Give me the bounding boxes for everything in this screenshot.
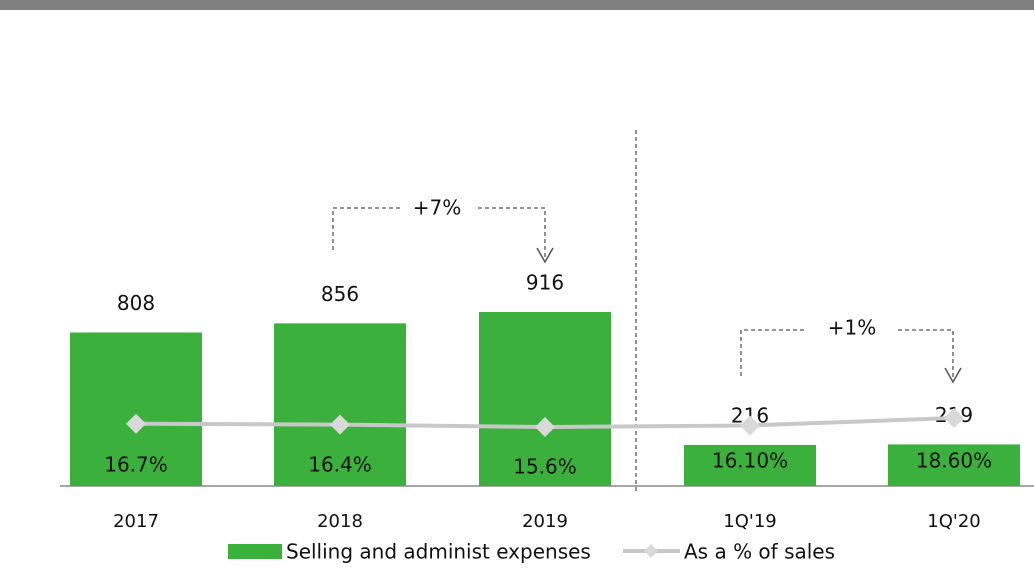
bar xyxy=(684,444,816,486)
annotation: +7% xyxy=(413,196,462,220)
bar xyxy=(274,323,406,486)
bar-value-label: 808 xyxy=(117,291,155,315)
bar xyxy=(479,311,611,486)
x-tick-label: 2017 xyxy=(113,511,159,532)
marker xyxy=(330,414,350,435)
header-bar xyxy=(0,0,1034,10)
bar-value-label: 916 xyxy=(526,270,564,294)
legend-label: As a % of sales xyxy=(684,540,835,564)
bar xyxy=(70,332,202,486)
marker xyxy=(535,417,555,437)
line-value-label: 18.60% xyxy=(916,449,992,473)
bar xyxy=(888,444,1020,486)
x-tick-label: 2019 xyxy=(522,511,568,532)
x-tick-label: 2018 xyxy=(317,511,363,532)
line-value-label: 16.4% xyxy=(308,453,372,477)
legend-swatch xyxy=(228,544,282,559)
line-value-label: 16.10% xyxy=(712,449,788,473)
x-tick-label: 1Q'20 xyxy=(927,511,980,532)
legend-marker xyxy=(644,544,658,558)
legend-label: Selling and administ expenses xyxy=(286,540,591,564)
marker xyxy=(126,413,146,434)
marker xyxy=(944,408,964,428)
bracket-7 xyxy=(332,207,554,264)
line-value-label: 15.6% xyxy=(513,455,577,479)
bracket-1 xyxy=(740,329,962,384)
annotation: +1% xyxy=(828,316,877,340)
bar-value-label: 856 xyxy=(321,282,359,306)
marker xyxy=(740,415,760,436)
x-tick-label: 1Q'19 xyxy=(723,511,776,532)
line-value-label: 16.7% xyxy=(104,453,168,477)
